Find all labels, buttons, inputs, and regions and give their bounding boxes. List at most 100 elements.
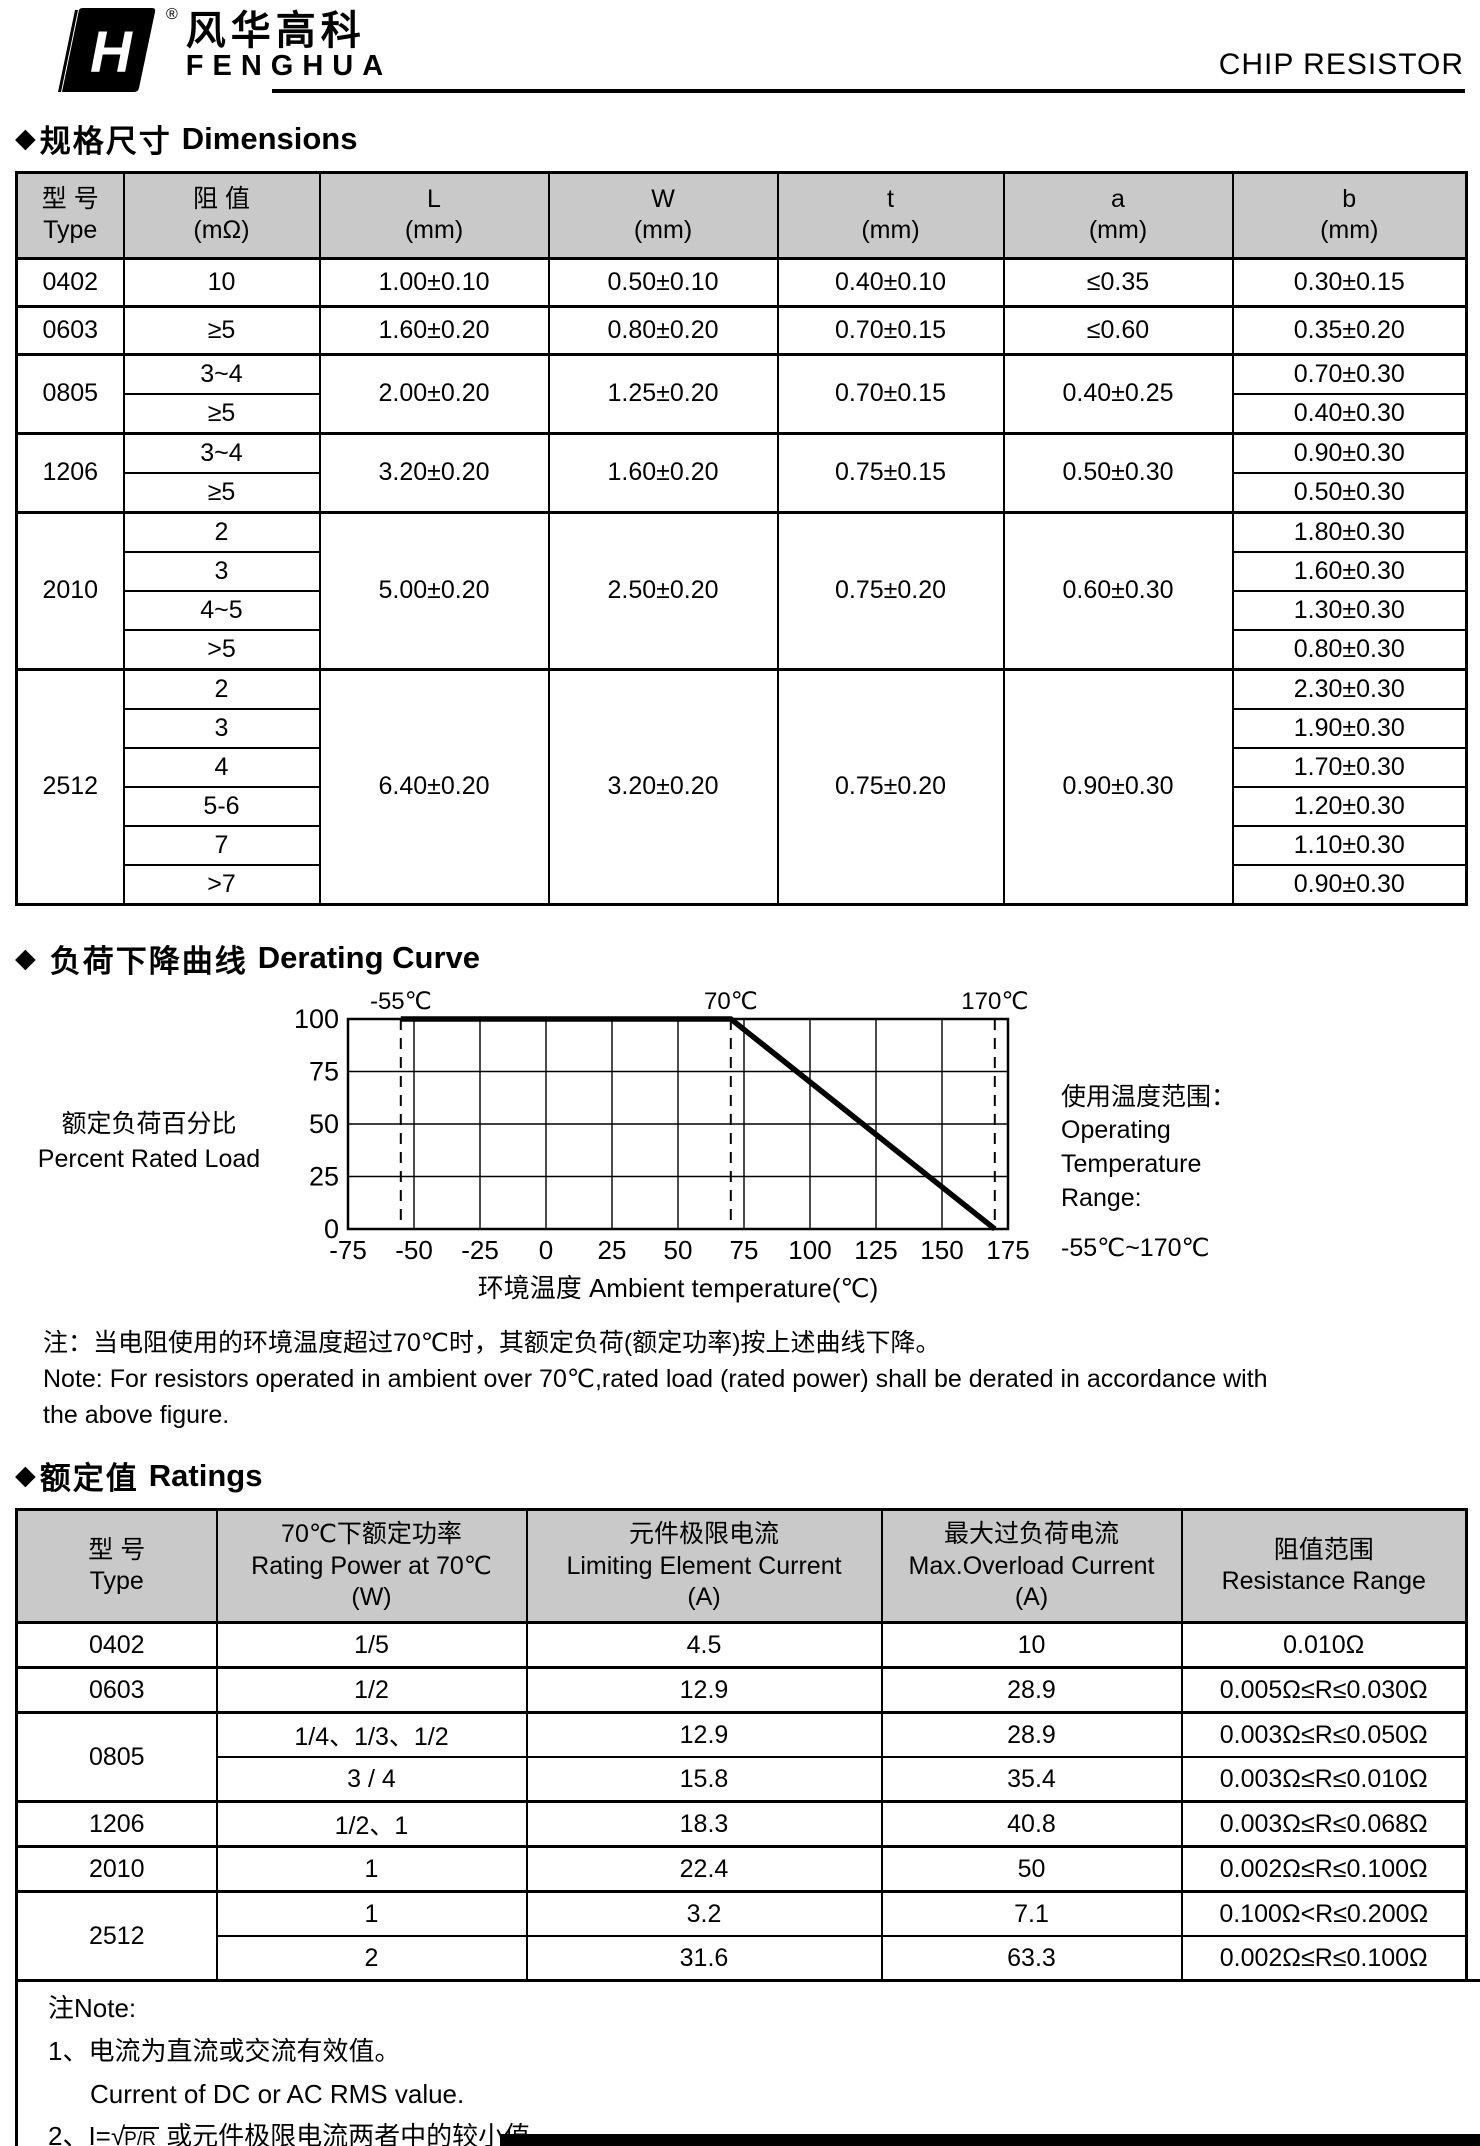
column-header: W (mm) xyxy=(547,171,779,259)
chart-y-axis-title: 额定负荷百分比 Percent Rated Load xyxy=(15,1107,283,1309)
heading-en: Dimensions xyxy=(181,120,358,156)
table-cell: 4.5 xyxy=(525,1621,883,1669)
table-cell: 3~4 xyxy=(122,352,321,395)
table-cell: 2.30±0.30 xyxy=(1231,667,1468,710)
table-row: 7 1.10±0.30 xyxy=(17,824,1468,866)
sqrt-icon: √ xyxy=(110,2121,126,2146)
table-cell: 2.00±0.20 xyxy=(318,352,550,434)
table-cell: 1.00±0.10 xyxy=(318,256,550,307)
table-cell: 0.70±0.30 xyxy=(1231,352,1468,395)
table-cell: 1/2、1 xyxy=(215,1800,528,1848)
table-cell: 0.50±0.30 xyxy=(1002,431,1234,513)
note-item1-en: Current of DC or AC RMS value. xyxy=(90,2078,465,2109)
table-cell: ≥5 xyxy=(122,471,321,513)
table-cell: 15.8 xyxy=(525,1756,883,1803)
svg-text:H: H xyxy=(90,20,133,85)
registered-trademark-icon: ® xyxy=(166,6,178,23)
table-cell: 4~5 xyxy=(122,589,321,631)
table-cell: 0.75±0.20 xyxy=(776,667,1005,905)
table-cell: 1.20±0.30 xyxy=(1231,785,1468,827)
header-rule xyxy=(272,89,1465,93)
column-header: L (mm) xyxy=(318,171,550,259)
table-row: 0603 ≥5 1.60±0.20 0.80±0.20 0.70±0.15 ≤0.60 0.… xyxy=(15,304,1468,355)
table-cell: 3.2 xyxy=(525,1890,883,1937)
table-cell: 1.10±0.30 xyxy=(1231,824,1468,866)
fenghua-logo-mark: H xyxy=(58,8,156,92)
column-header: b (mm) xyxy=(1231,171,1468,259)
table-cell: 0.003Ω≤R≤0.068Ω xyxy=(1180,1800,1468,1848)
marker-label: 170℃ xyxy=(961,989,1028,1015)
footer-bar xyxy=(500,2134,1480,2146)
table-cell: 1.80±0.30 xyxy=(1231,510,1468,553)
x-tick-label: -75 xyxy=(329,1235,367,1265)
table-cell: 0.90±0.30 xyxy=(1002,667,1234,905)
table-row: 1206 1/2、1 18.3 40.8 0.003Ω≤R≤0.068Ω xyxy=(15,1800,1468,1848)
table-cell: 0.70±0.15 xyxy=(776,304,1005,355)
table-cell: 3 xyxy=(122,707,321,749)
y-axis-title-en: Percent Rated Load xyxy=(37,1144,261,1173)
logo-latin-name: FENGHUA xyxy=(185,50,393,82)
table-cell: 0.40±0.10 xyxy=(776,256,1005,307)
column-header: 最大过负荷电流 Max.Overload Current (A) xyxy=(880,1508,1183,1624)
table-row: >5 0.80±0.30 xyxy=(17,628,1468,670)
heading-cn: 负荷下降曲线 xyxy=(49,943,248,979)
y-tick-label: 50 xyxy=(309,1109,339,1139)
derating-chart: -75 -50 -25 0 25 50 75 100 125 150 175 0 25 50 75 100 -5… xyxy=(294,989,1030,1303)
table-row: 4 1.70±0.30 xyxy=(17,746,1468,788)
table-cell: 1.60±0.20 xyxy=(318,304,550,355)
derating-line xyxy=(400,1015,997,1231)
page-header: H ® 风华高科 FENGHUA CHIP RESISTOR xyxy=(0,0,1480,100)
table-cell: 1206 xyxy=(15,1800,218,1848)
table-cell: 0.90±0.30 xyxy=(1231,431,1468,474)
temp-note-line: Range: xyxy=(1061,1183,1142,1212)
table-cell: 31.6 xyxy=(525,1935,883,1982)
table-cell: 3~4 xyxy=(122,431,321,474)
table-cell: ≤0.60 xyxy=(1002,304,1234,355)
table-cell: 0.003Ω≤R≤0.050Ω xyxy=(1180,1711,1468,1758)
table-cell: 7 xyxy=(122,824,321,866)
table-cell: 12.9 xyxy=(525,1666,883,1714)
table-cell: 0402 xyxy=(15,1621,218,1669)
diamond-bullet-icon: ◆ xyxy=(15,1460,36,1491)
fenghua-logo: H ® 风华高科 FENGHUA xyxy=(52,6,393,92)
table-cell: 0.60±0.30 xyxy=(1002,510,1234,670)
table-row: 2 31.6 63.3 0.002Ω≤R≤0.100Ω xyxy=(17,1935,1468,1982)
table-cell: 22.4 xyxy=(525,1845,883,1893)
table-cell: 0.30±0.15 xyxy=(1231,256,1468,307)
table-cell: 0.40±0.25 xyxy=(1002,352,1234,434)
table-cell: 2 xyxy=(122,510,321,553)
table-cell: 2010 xyxy=(15,510,125,670)
table-cell: 0.75±0.15 xyxy=(776,431,1005,513)
table-row: 4~5 1.30±0.30 xyxy=(17,589,1468,631)
table-cell: 0402 xyxy=(15,256,125,307)
heading-cn: 额定值 xyxy=(39,1461,139,1497)
table-cell: 0603 xyxy=(15,1666,218,1714)
y-tick-label: 100 xyxy=(294,1004,339,1034)
heading-en: Derating Curve xyxy=(257,940,480,975)
column-header: 元件极限电流 Limiting Element Current (A) xyxy=(525,1508,883,1624)
marker-label: -55℃ xyxy=(370,989,432,1015)
table-cell: 0805 xyxy=(15,352,125,434)
table-cell: 0.002Ω≤R≤0.100Ω xyxy=(1180,1935,1468,1982)
table-cell: 0805 xyxy=(15,1711,218,1803)
operating-temperature-note: 使用温度范围： Operating Temperature Range: -55… xyxy=(1061,1081,1291,1309)
table-cell: 3.20±0.20 xyxy=(318,431,550,513)
x-tick-label: 0 xyxy=(539,1235,553,1265)
table-row: ≥5 0.40±0.30 xyxy=(17,392,1468,434)
table-cell: 0.010Ω xyxy=(1180,1621,1468,1669)
table-row: ≥5 0.50±0.30 xyxy=(17,471,1468,513)
table-row: 5-6 1.20±0.30 xyxy=(17,785,1468,827)
note-item1-cn: 1、电流为直流或交流有效值。 xyxy=(48,2035,401,2066)
table-cell: 3 xyxy=(122,550,321,592)
table-cell: 1/4、1/3、1/2 xyxy=(215,1711,528,1758)
table-cell: 1/5 xyxy=(215,1621,528,1669)
temp-note-line: 使用温度范围： xyxy=(1061,1082,1237,1111)
marker-label: 70℃ xyxy=(704,989,758,1015)
table-cell: 2 xyxy=(122,667,321,710)
table-cell: 0.35±0.20 xyxy=(1231,304,1468,355)
dimensions-table: 型 号 Type 阻 值 (mΩ) L (mm) W (mm) t (mm) a (mm) b (mm) … xyxy=(15,171,1468,906)
table-cell: 0.100Ω<R≤0.200Ω xyxy=(1180,1890,1468,1937)
y-tick-label: 25 xyxy=(309,1161,339,1191)
table-cell: 0.50±0.30 xyxy=(1231,471,1468,513)
